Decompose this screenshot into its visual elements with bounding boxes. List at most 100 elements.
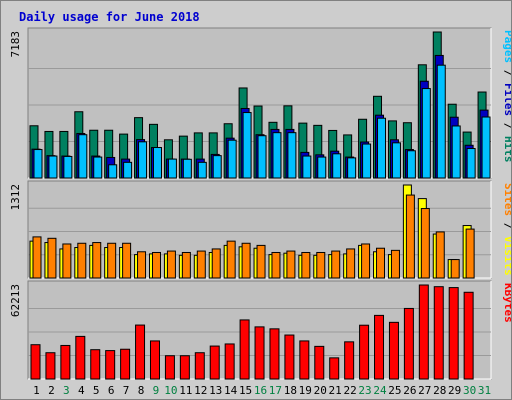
x-tick-label: 7 (123, 384, 130, 397)
panel-1: 7183 Pages / Files / Hits (9, 27, 511, 179)
bar-sites (435, 231, 445, 279)
bar-kbytes (75, 335, 86, 380)
bar-sites (390, 249, 400, 279)
right-axis-label: Sites / Visits (502, 183, 511, 276)
bar-kbytes (135, 324, 146, 380)
panel-3: 62213 KBytes (9, 280, 511, 380)
x-tick-label: 17 (269, 384, 282, 397)
bar-sites (122, 242, 132, 279)
x-tick-label: 15 (239, 384, 252, 397)
bar-pages (108, 164, 118, 179)
bar-pages (242, 112, 252, 179)
bar-kbytes (45, 352, 56, 380)
bar-pages (302, 155, 312, 179)
x-tick-label: 10 (164, 384, 177, 397)
bar-kbytes (60, 344, 71, 380)
right-axis-label-part: Hits (502, 136, 511, 163)
bar-pages (481, 116, 491, 179)
bar-pages (347, 157, 357, 179)
x-tick-label: 12 (194, 384, 207, 397)
bars (29, 184, 475, 279)
bar-pages (197, 161, 207, 179)
bar-sites (226, 240, 236, 279)
x-tick-label: 28 (433, 384, 446, 397)
bar-sites (301, 251, 311, 279)
x-tick-label: 31 (478, 384, 491, 397)
right-axis-label-part: / (502, 116, 511, 136)
bar-kbytes (284, 334, 295, 380)
bar-pages (466, 148, 476, 179)
chart-title: Daily usage for June 2018 (19, 10, 200, 24)
x-tick-label: 22 (343, 384, 356, 397)
bar-kbytes (90, 349, 101, 380)
x-tick-label: 11 (179, 384, 192, 397)
bar-kbytes (329, 357, 340, 380)
bar-sites (450, 259, 460, 279)
x-tick-label: 2 (48, 384, 55, 397)
bar-kbytes (209, 345, 220, 380)
bar-sites (465, 228, 475, 279)
bar-kbytes (403, 307, 414, 380)
bar-sites (181, 251, 191, 279)
bar-pages (33, 149, 43, 179)
x-tick-label: 9 (153, 384, 160, 397)
x-tick-label: 29 (448, 384, 461, 397)
bar-sites (62, 243, 72, 279)
x-tick-label: 13 (209, 384, 222, 397)
bar-kbytes (418, 284, 429, 380)
bar-pages (212, 155, 222, 179)
bar-kbytes (254, 326, 265, 380)
bar-pages (391, 142, 401, 179)
x-tick-label: 5 (93, 384, 100, 397)
bar-kbytes (164, 355, 175, 380)
bar-kbytes (314, 345, 325, 380)
right-axis-label-part: KBytes (502, 283, 511, 323)
y-max-label: 7183 (9, 31, 22, 58)
bar-kbytes (149, 340, 160, 380)
bar-sites (346, 248, 356, 279)
bar-pages (257, 135, 267, 179)
bar-sites (331, 250, 341, 279)
right-axis-label-part: / (502, 216, 511, 236)
x-tick-label: 25 (388, 384, 401, 397)
right-axis-label: KBytes (502, 283, 511, 323)
bar-sites (77, 242, 87, 279)
bar-kbytes (433, 286, 444, 380)
bar-sites (316, 251, 326, 279)
bar-kbytes (239, 319, 250, 380)
x-tick-label: 24 (373, 384, 387, 397)
right-axis-label-part: / (502, 63, 511, 83)
x-axis-labels: 1 2 3 4 5 6 7 8 9 10 11 12 13 14 15 16 17 18 19 20 21 22 23 24 2… (33, 384, 491, 397)
x-tick-label: 3 (63, 384, 70, 397)
right-axis-label-part: Pages (502, 30, 511, 63)
bar-pages (451, 125, 461, 179)
bar-kbytes (269, 328, 280, 380)
bar-sites (361, 243, 371, 279)
x-tick-label: 4 (78, 384, 85, 397)
bar-kbytes (194, 352, 205, 380)
bar-pages (272, 132, 282, 179)
x-tick-label: 21 (329, 384, 342, 397)
bar-pages (406, 150, 416, 179)
chart-panels: 7183 Pages / Files / Hits 1312 Sites / Visi… (9, 27, 511, 380)
bar-pages (182, 158, 192, 179)
bar-sites (137, 251, 147, 279)
bar-sites (32, 236, 42, 279)
bar-kbytes (374, 314, 385, 380)
right-axis-label-part: Visits (502, 236, 511, 276)
x-tick-label: 16 (254, 384, 267, 397)
bar-kbytes (299, 340, 310, 380)
bars (30, 284, 474, 380)
bar-pages (287, 132, 297, 179)
bar-pages (93, 156, 103, 179)
bar-kbytes (359, 324, 370, 380)
bar-sites (151, 251, 161, 279)
bar-kbytes (224, 343, 235, 380)
x-tick-label: 30 (463, 384, 476, 397)
x-tick-label: 1 (33, 384, 40, 397)
bar-sites (92, 242, 102, 279)
bar-sites (241, 242, 251, 279)
bar-pages (138, 141, 148, 179)
x-tick-label: 6 (108, 384, 115, 397)
